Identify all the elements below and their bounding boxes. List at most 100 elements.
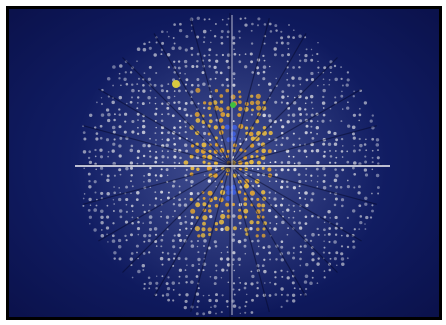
- spot: [353, 186, 355, 188]
- spot: [364, 223, 366, 225]
- spot: [275, 78, 277, 80]
- spot: [353, 114, 356, 117]
- spot: [124, 121, 126, 123]
- spot: [294, 211, 296, 213]
- spot: [364, 156, 366, 158]
- spot: [227, 30, 230, 33]
- spot: [197, 246, 199, 248]
- spot: [83, 150, 86, 153]
- spot: [227, 251, 229, 253]
- spot: [101, 234, 105, 238]
- spot: [257, 72, 260, 75]
- spot: [226, 300, 229, 303]
- spot: [288, 217, 290, 219]
- spot: [225, 226, 230, 231]
- spot: [107, 77, 111, 81]
- spot: [364, 203, 367, 206]
- spot: [262, 114, 266, 118]
- spot: [208, 102, 212, 106]
- spot: [143, 181, 144, 182]
- spot: [275, 180, 277, 182]
- spot: [269, 294, 272, 297]
- spot: [251, 240, 253, 242]
- spot: [83, 131, 86, 134]
- spot: [107, 156, 109, 158]
- spot: [328, 241, 330, 243]
- spot: [132, 210, 134, 212]
- spot: [88, 209, 91, 212]
- spot: [100, 209, 103, 212]
- spot: [270, 126, 272, 128]
- spot: [185, 48, 188, 51]
- spot: [126, 211, 128, 213]
- spot: [179, 269, 182, 272]
- spot: [168, 192, 170, 194]
- spot: [288, 24, 290, 26]
- spot: [239, 54, 241, 56]
- spot: [100, 167, 103, 170]
- spot: [359, 144, 362, 147]
- spot: [137, 96, 139, 98]
- spot: [125, 221, 128, 224]
- spot: [239, 264, 241, 266]
- spot: [148, 239, 151, 242]
- spot: [364, 161, 367, 164]
- spot: [312, 277, 314, 279]
- spot: [342, 84, 344, 86]
- spot: [324, 216, 327, 219]
- spot: [220, 36, 223, 39]
- spot: [281, 125, 284, 128]
- spot: [287, 161, 290, 164]
- spot: [353, 95, 355, 97]
- spot: [130, 101, 133, 104]
- spot: [298, 192, 300, 194]
- spot: [364, 143, 367, 146]
- spot: [155, 234, 157, 236]
- spot: [274, 161, 276, 163]
- spot: [305, 174, 307, 176]
- spot: [286, 208, 289, 211]
- spot: [118, 245, 122, 249]
- spot: [124, 113, 127, 116]
- spot: [185, 269, 187, 271]
- spot: [207, 107, 210, 110]
- spot: [323, 78, 325, 80]
- spot: [305, 131, 308, 134]
- spot: [155, 103, 156, 104]
- spot: [106, 216, 109, 219]
- spot: [154, 204, 156, 206]
- spot: [311, 180, 312, 181]
- spot: [311, 192, 314, 195]
- spot: [335, 150, 337, 152]
- spot: [299, 226, 302, 229]
- spot: [233, 226, 237, 230]
- spot: [358, 120, 360, 122]
- spot: [100, 125, 103, 128]
- spot: [220, 100, 223, 103]
- spot: [244, 312, 246, 314]
- spot: [101, 113, 104, 116]
- spot: [178, 198, 181, 201]
- spot: [365, 173, 368, 176]
- spot: [263, 259, 265, 261]
- spot: [185, 179, 187, 181]
- spot: [311, 258, 314, 261]
- spot: [280, 31, 282, 33]
- spot: [131, 205, 134, 208]
- spot: [137, 270, 141, 274]
- spot: [209, 119, 213, 123]
- spot: [88, 180, 90, 182]
- spot: [270, 162, 272, 164]
- spot: [280, 143, 283, 146]
- spot: [299, 60, 301, 62]
- spot: [334, 65, 336, 67]
- spot: [233, 49, 235, 51]
- spot: [257, 203, 261, 207]
- spot: [244, 245, 247, 248]
- spot: [173, 126, 176, 129]
- spot: [304, 198, 306, 200]
- spot: [321, 120, 324, 123]
- spot: [263, 270, 266, 273]
- spot: [257, 17, 260, 20]
- spot: [148, 287, 150, 289]
